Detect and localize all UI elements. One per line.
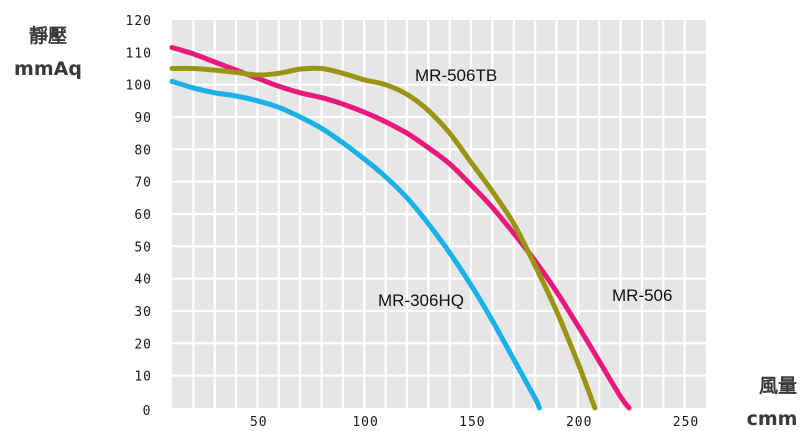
- series-label-mr-306hq: MR-306HQ: [378, 291, 464, 310]
- series-label-mr-506tb: MR-506TB: [415, 66, 497, 85]
- y-tick-label: 70: [134, 176, 152, 191]
- y-axis-title-line1: 靜壓: [29, 24, 67, 47]
- y-tick-label: 100: [126, 79, 152, 94]
- y-tick-label: 40: [134, 273, 152, 288]
- series-label-mr-506: MR-506: [612, 286, 672, 305]
- y-tick-labels: 10 20 30 40 50 60 70 80 90 100 110 120: [126, 14, 152, 385]
- x-tick-label: 50: [250, 415, 268, 430]
- series-lines: [169, 45, 632, 411]
- series-line-mr-306hq: [169, 78, 542, 411]
- x-tick-label: 250: [673, 415, 699, 430]
- x-axis-title-line1: 風量: [759, 375, 797, 397]
- y-tick-label: 80: [134, 143, 152, 158]
- x-tick-label: 100: [352, 415, 378, 430]
- x-tick-label: 0: [143, 404, 152, 419]
- x-tick-labels: 0 50 100 150 200 250: [143, 404, 699, 430]
- y-axis-title-line2: mmAq: [14, 58, 82, 80]
- y-tick-label: 20: [134, 337, 152, 352]
- grid: [172, 20, 706, 408]
- y-tick-label: 120: [126, 14, 152, 29]
- y-tick-label: 110: [126, 46, 152, 61]
- series-line-mr-506tb: [169, 65, 598, 411]
- y-tick-label: 10: [134, 370, 152, 385]
- y-tick-label: 30: [134, 305, 152, 320]
- x-axis-title-line2: cmm: [747, 408, 798, 430]
- y-tick-label: 60: [134, 208, 152, 223]
- x-tick-label: 150: [459, 415, 485, 430]
- x-tick-label: 200: [566, 415, 592, 430]
- y-tick-label: 90: [134, 111, 152, 126]
- y-tick-label: 50: [134, 240, 152, 255]
